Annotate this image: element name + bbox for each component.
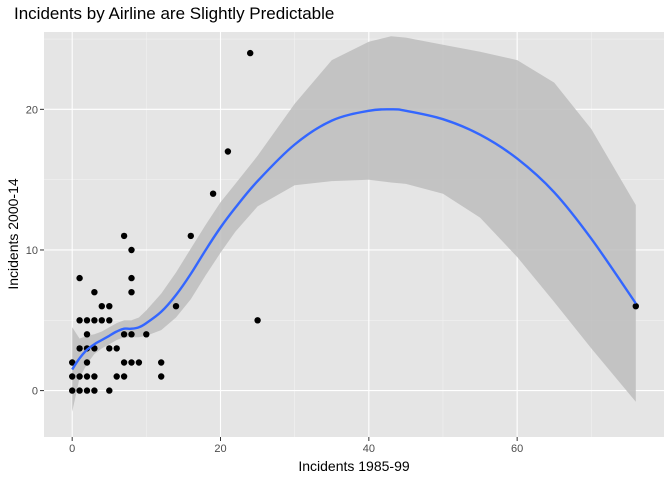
data-point bbox=[83, 359, 91, 366]
data-point bbox=[128, 331, 135, 338]
chart-title: Incidents by Airline are Slightly Predic… bbox=[14, 4, 335, 23]
data-point bbox=[209, 190, 217, 197]
data-point bbox=[76, 345, 83, 352]
data-point bbox=[83, 317, 91, 324]
axis-ticks: 0 20 40 60 0 10 20 bbox=[26, 104, 524, 455]
x-tick-label: 40 bbox=[363, 443, 375, 455]
data-point bbox=[158, 359, 165, 366]
data-point bbox=[158, 373, 165, 380]
data-point bbox=[113, 345, 120, 352]
data-point bbox=[69, 387, 76, 394]
data-point bbox=[76, 373, 83, 380]
smooth-fit-line bbox=[71, 108, 637, 371]
data-point bbox=[98, 303, 106, 310]
data-point bbox=[106, 387, 113, 394]
data-point bbox=[91, 345, 98, 352]
data-point bbox=[254, 317, 261, 324]
y-tick-label: 10 bbox=[26, 245, 38, 257]
y-tick-label: 0 bbox=[32, 386, 38, 398]
data-point bbox=[91, 289, 98, 296]
data-point bbox=[98, 317, 106, 324]
data-point bbox=[120, 359, 128, 366]
data-point bbox=[106, 303, 113, 310]
data-point bbox=[83, 387, 91, 394]
data-point bbox=[106, 317, 113, 324]
data-point bbox=[76, 387, 83, 394]
x-tick-label: 60 bbox=[511, 443, 523, 455]
confidence-band bbox=[72, 36, 636, 412]
data-point bbox=[91, 317, 98, 324]
x-tick-label: 20 bbox=[214, 443, 226, 455]
data-point bbox=[120, 331, 128, 338]
data-point bbox=[91, 387, 98, 394]
data-point bbox=[120, 232, 128, 240]
y-axis-title: Incidents 2000-14 bbox=[5, 178, 21, 290]
data-point bbox=[128, 274, 135, 282]
data-point bbox=[632, 303, 639, 310]
data-point bbox=[76, 317, 83, 324]
y-tick-label: 20 bbox=[26, 104, 38, 116]
data-point bbox=[120, 373, 128, 380]
data-point bbox=[91, 373, 98, 380]
data-point bbox=[69, 359, 76, 366]
data-point bbox=[172, 303, 180, 310]
data-point bbox=[247, 49, 254, 57]
data-point bbox=[224, 148, 232, 155]
data-point bbox=[106, 345, 113, 352]
data-point bbox=[135, 359, 143, 366]
data-point bbox=[143, 331, 150, 338]
data-point bbox=[128, 359, 135, 366]
data-points bbox=[69, 49, 639, 394]
data-point bbox=[128, 289, 135, 296]
x-axis-title: Incidents 1985-99 bbox=[298, 458, 410, 474]
data-point bbox=[69, 373, 76, 380]
data-point bbox=[83, 331, 91, 338]
data-point bbox=[83, 373, 91, 380]
data-point bbox=[113, 373, 120, 380]
data-point bbox=[128, 246, 135, 254]
data-point bbox=[187, 232, 194, 240]
x-tick-label: 0 bbox=[69, 443, 75, 455]
data-point bbox=[76, 274, 83, 282]
